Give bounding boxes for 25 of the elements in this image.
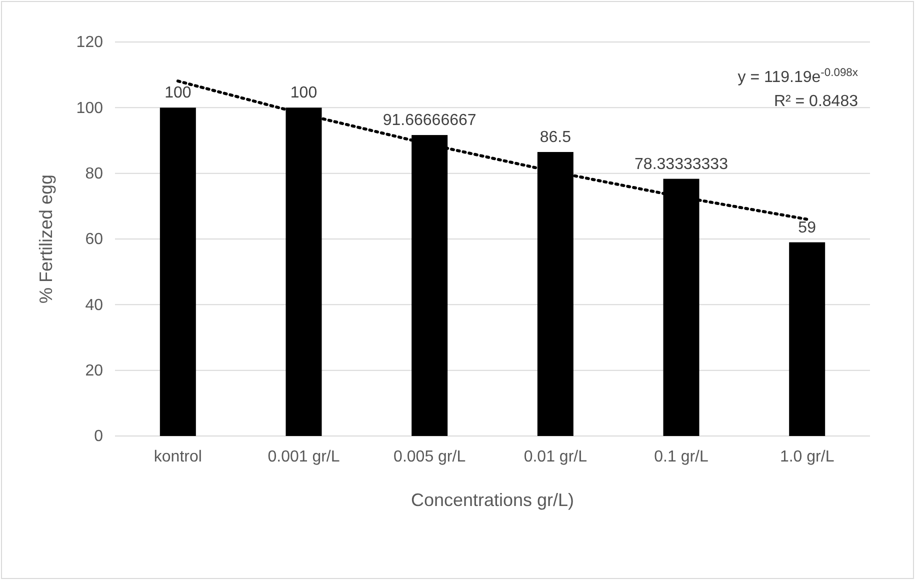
x-tick-label: 0.1 gr/L bbox=[654, 448, 708, 466]
y-tick-label: 40 bbox=[85, 296, 104, 314]
y-tick-label: 0 bbox=[94, 428, 104, 446]
data-label: 91.66666667 bbox=[382, 112, 476, 130]
x-tick-label: 0.01 gr/L bbox=[524, 448, 588, 466]
y-tick-label: 120 bbox=[76, 34, 104, 52]
y-tick-label: 100 bbox=[76, 100, 104, 117]
y-tick-label: 80 bbox=[85, 165, 104, 182]
data-label: 78.33333333 bbox=[634, 156, 728, 173]
y-tick-label: 60 bbox=[85, 231, 104, 248]
x-tick-label: 0.001 gr/L bbox=[268, 448, 340, 466]
data-label: 86.5 bbox=[540, 128, 572, 146]
data-label: 100 bbox=[164, 84, 192, 102]
annotation: y = 119.19e$^{-0.098x}$ bbox=[738, 67, 858, 86]
data-label: 100 bbox=[290, 84, 318, 102]
bar bbox=[160, 108, 196, 436]
bar bbox=[789, 242, 826, 436]
y-tick-label: 20 bbox=[85, 362, 104, 380]
x-axis-title: Concentrations gr/L) bbox=[410, 490, 574, 510]
x-tick-label: 0.005 gr/L bbox=[394, 448, 466, 466]
y-axis-title: % Fertilized egg bbox=[36, 174, 56, 304]
x-tick-label: 1.0 gr/L bbox=[780, 448, 834, 466]
x-tick-label: kontrol bbox=[154, 448, 202, 466]
data-label: 59 bbox=[798, 219, 816, 236]
annotation: R² = 0.8483 bbox=[774, 93, 858, 110]
